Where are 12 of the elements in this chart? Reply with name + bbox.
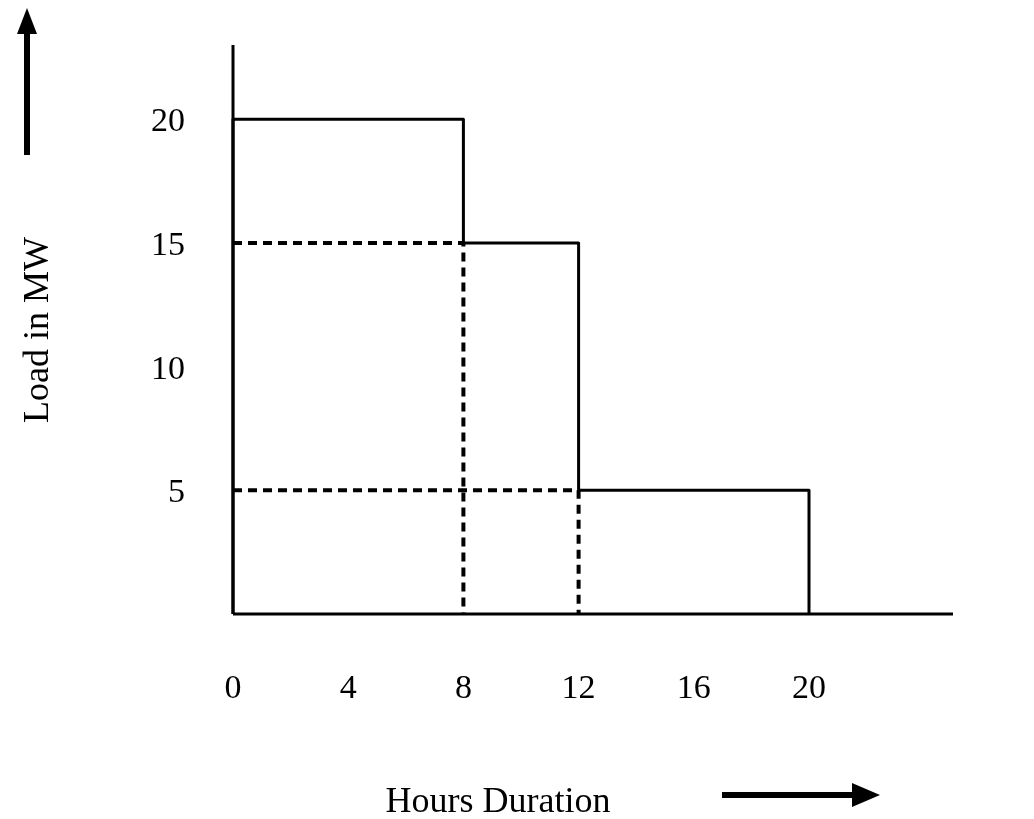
x-axis-title: Hours Duration	[385, 780, 611, 819]
x-tick-label: 4	[339, 668, 357, 705]
y-axis-title: Load in MW	[16, 237, 56, 423]
x-tick-label: 20	[792, 668, 826, 705]
y-tick-label: 15	[151, 224, 185, 262]
x-tick-label: 8	[454, 668, 472, 705]
x-tick-label: 16	[676, 668, 711, 705]
y-tick-label: 5	[168, 472, 185, 510]
y-tick-label: 20	[151, 101, 185, 139]
x-tick-label: 0	[224, 668, 242, 705]
x-tick-label: 12	[561, 668, 596, 705]
y-tick-label: 10	[151, 348, 185, 386]
